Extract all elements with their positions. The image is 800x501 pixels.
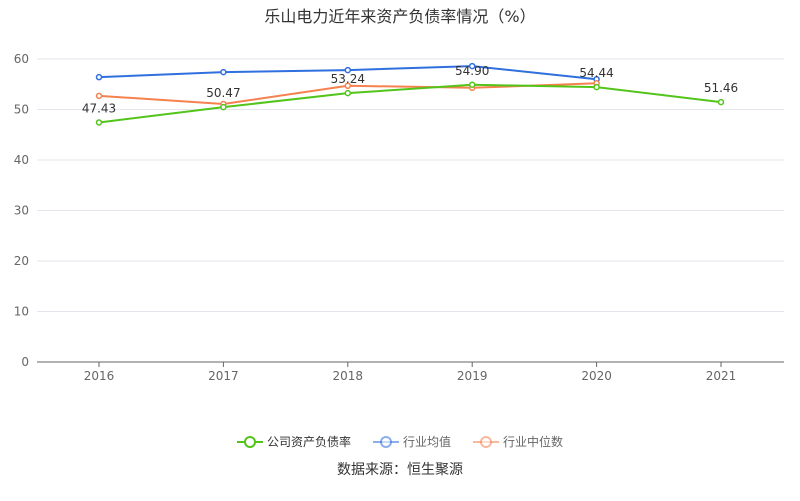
y-tick-label: 40 <box>14 153 29 167</box>
x-tick-label: 2016 <box>84 369 115 383</box>
x-tick-label: 2017 <box>208 369 239 383</box>
legend-item[interactable]: 行业中位数 <box>473 433 563 450</box>
y-tick-label: 30 <box>14 204 29 218</box>
data-point <box>220 68 227 76</box>
legend-marker-icon <box>473 435 499 448</box>
line-chart: 0 10 20 30 40 50 60 2016 2017 2018 2019 2020 2021 47.… <box>14 52 784 383</box>
legend-marker-icon <box>372 435 399 448</box>
y-tick-label: 10 <box>14 305 29 319</box>
data-point <box>717 98 725 106</box>
legend-label: 行业中位数 <box>503 435 564 449</box>
x-tick-label: 2021 <box>706 369 737 383</box>
data-label: 54.90 <box>455 64 489 78</box>
legend-label: 公司资产负债率 <box>266 435 351 449</box>
legend-item[interactable]: 行业均值 <box>372 433 451 450</box>
legend-marker-icon <box>236 435 263 448</box>
data-point <box>468 81 476 89</box>
y-tick-label: 60 <box>14 52 29 66</box>
chart-title: 乐山电力近年来资产负债率情况（%） <box>264 7 536 26</box>
data-source: 数据来源：恒生聚源 <box>337 462 463 478</box>
data-label: 51.46 <box>704 81 738 95</box>
data-label: 54.44 <box>579 66 613 80</box>
y-tick-label: 50 <box>14 103 29 117</box>
data-point <box>344 89 352 97</box>
legend-label: 行业均值 <box>402 435 451 449</box>
legend: 公司资产负债率 行业均值 行业中位数 <box>0 433 800 450</box>
data-label: 47.43 <box>82 101 116 115</box>
y-tick-label: 20 <box>14 254 29 268</box>
data-label: 50.47 <box>206 86 240 100</box>
y-tick-label: 0 <box>21 355 29 369</box>
x-tick-label: 2018 <box>333 369 364 383</box>
x-tick-label: 2019 <box>457 369 488 383</box>
data-point <box>344 66 352 74</box>
data-point <box>593 83 600 91</box>
data-point <box>468 62 476 70</box>
data-point <box>95 92 103 100</box>
data-point <box>344 82 352 90</box>
series-line <box>98 83 722 124</box>
data-label: 53.24 <box>331 72 365 86</box>
legend-item[interactable]: 公司资产负债率 <box>236 433 351 450</box>
data-point <box>220 103 227 111</box>
data-point <box>95 119 103 126</box>
data-point <box>95 73 103 81</box>
x-tick-label: 2020 <box>581 369 612 383</box>
